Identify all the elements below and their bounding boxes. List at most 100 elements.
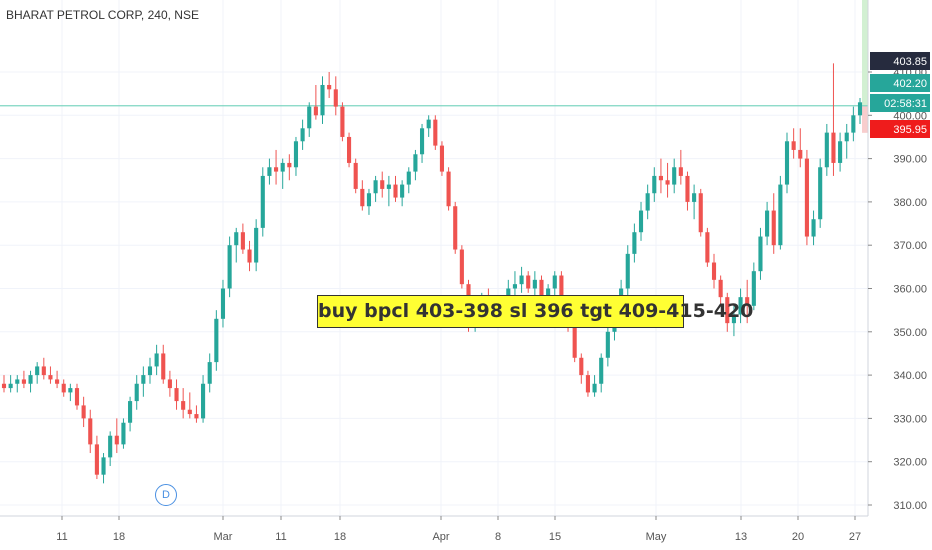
candle-body — [459, 249, 464, 285]
candle-body — [101, 457, 106, 475]
candle-body — [718, 279, 723, 298]
candle-body — [400, 184, 405, 198]
candle-body — [1, 383, 7, 389]
y-tick-label: 310.00 — [893, 500, 927, 512]
candle-body — [214, 318, 219, 363]
candle-body — [346, 136, 352, 163]
x-tick-label: 27 — [849, 531, 861, 543]
candle-body — [340, 106, 345, 137]
candle-body — [161, 353, 166, 380]
candle-body — [778, 184, 783, 246]
candle-body — [585, 375, 590, 393]
candle-body — [380, 180, 385, 189]
candle-body — [74, 388, 80, 406]
y-tick-label: 330.00 — [893, 413, 927, 425]
candle-body — [147, 366, 153, 376]
candle-body — [227, 245, 232, 289]
line-price-label-box — [870, 74, 930, 92]
candle-body — [711, 262, 717, 280]
candle-body — [731, 314, 736, 324]
candle-body — [798, 149, 803, 159]
candle-body — [546, 288, 551, 298]
x-tick-label: 11 — [275, 531, 286, 543]
candle-body — [838, 141, 843, 163]
candle-body — [519, 275, 524, 285]
candle-body — [605, 331, 610, 358]
candle-body — [426, 119, 431, 129]
x-tick-label: Mar — [214, 531, 233, 543]
candle-body — [705, 232, 710, 263]
x-tick-label: Apr — [432, 531, 449, 543]
candle-body — [21, 379, 26, 384]
current-price-label: 403.85 — [893, 56, 927, 68]
candle-body — [194, 414, 199, 419]
x-tick-label: 15 — [549, 531, 561, 543]
candle-body — [220, 288, 226, 319]
y-tick-label: 380.00 — [893, 197, 927, 209]
y-tick-label: 340.00 — [893, 370, 927, 382]
line-price-label: 402.20 — [893, 78, 927, 90]
candle-body — [625, 253, 630, 289]
candle-body — [811, 219, 816, 237]
candle-body — [240, 232, 245, 250]
candle-body — [181, 401, 186, 410]
candle-body — [280, 162, 285, 172]
x-tick-label: 18 — [334, 531, 346, 543]
candle-body — [366, 193, 372, 207]
candle-body — [48, 375, 53, 380]
candle-body — [526, 275, 531, 289]
candle-body — [791, 141, 796, 150]
candle-body — [745, 297, 750, 306]
candle-body — [406, 171, 411, 185]
candle-body — [327, 84, 332, 90]
candle-body — [572, 327, 577, 358]
candle-body — [174, 388, 179, 402]
candle-body — [293, 141, 299, 168]
candle-body — [287, 162, 292, 168]
candle-body — [685, 175, 690, 202]
candle-body — [68, 388, 73, 393]
x-tick-label: 13 — [735, 531, 747, 543]
countdown-label-box — [870, 94, 930, 112]
candle-body — [55, 379, 60, 384]
candle-body — [8, 383, 13, 389]
candle-body — [844, 132, 849, 142]
candle-body — [88, 418, 93, 445]
candle-body — [35, 366, 40, 376]
x-tick-label: 8 — [495, 531, 501, 543]
candle-body — [532, 279, 537, 289]
candle-body — [824, 132, 829, 168]
candle-body — [765, 210, 770, 237]
candle-body — [207, 362, 212, 384]
candle-body — [758, 236, 763, 272]
y-tick-label: 360.00 — [893, 284, 927, 296]
candle-body — [692, 193, 697, 202]
x-tick-label: 11 — [56, 531, 67, 543]
dividend-badge[interactable]: D — [155, 484, 177, 506]
candle-body — [784, 141, 790, 185]
candle-body — [320, 84, 325, 116]
countdown-label: 02:58:31 — [884, 98, 927, 110]
candle-body — [61, 383, 66, 393]
trade-annotation: buy bpcl 403-398 sl 396 tgt 409-415-420 — [317, 295, 753, 328]
x-tick-label: May — [646, 531, 667, 543]
y-tick-label: 370.00 — [893, 240, 927, 252]
candle-body — [234, 232, 239, 246]
candle-body — [413, 154, 418, 172]
candle-body — [373, 180, 378, 194]
y-tick-label: 320.00 — [893, 457, 927, 469]
candle-body — [851, 115, 856, 133]
candle-body — [260, 175, 265, 228]
candle-body — [254, 227, 259, 263]
candle-body — [645, 193, 650, 211]
candle-body — [539, 279, 544, 298]
candle-body — [512, 284, 518, 289]
candle-body — [386, 184, 391, 189]
candle-body — [751, 271, 756, 306]
candle-body — [167, 379, 172, 389]
candle-body — [201, 383, 206, 419]
y-tick-label: 400.00 — [893, 110, 927, 122]
